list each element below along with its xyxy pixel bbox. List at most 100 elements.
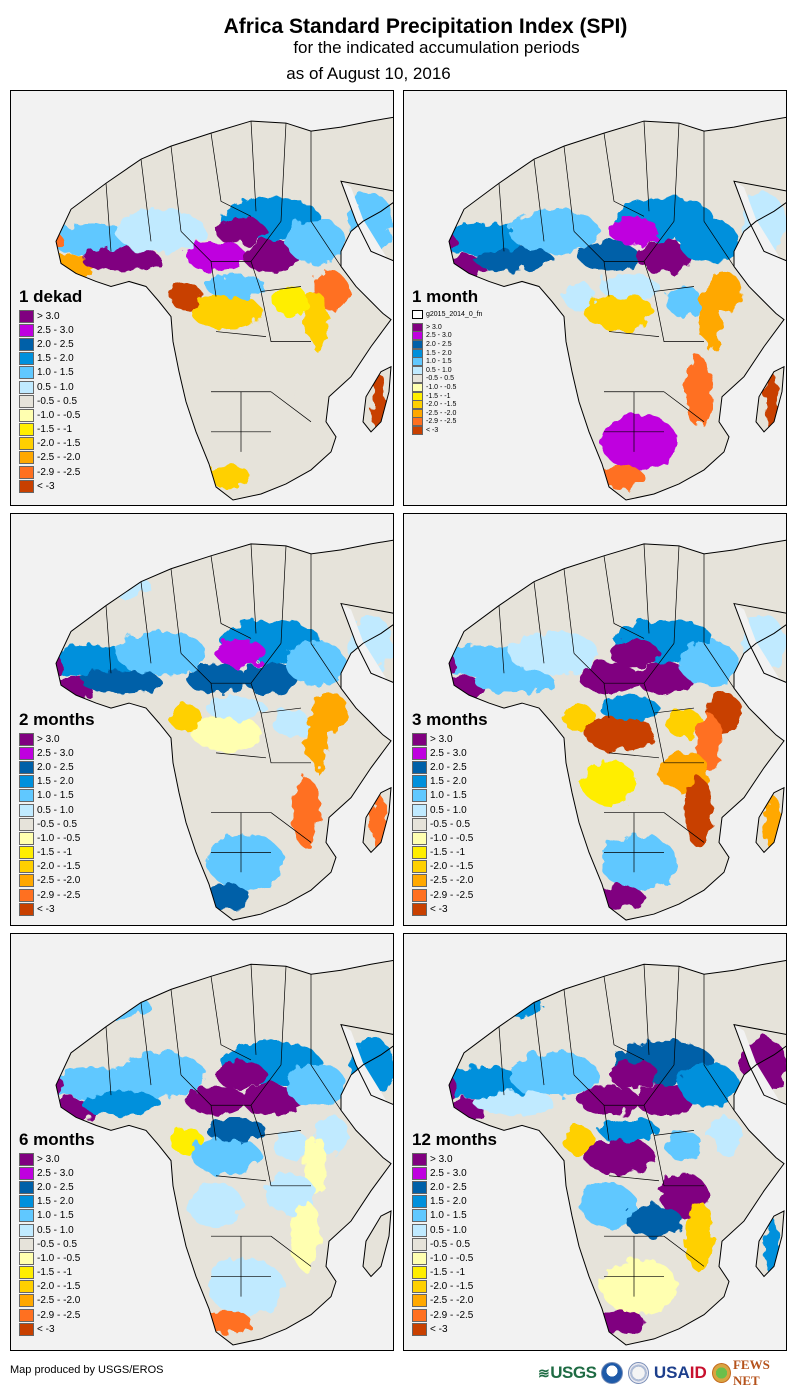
- spi-region-south-sudan: [243, 1084, 299, 1117]
- legend-swatch: [19, 732, 34, 746]
- legend-item: -0.5 - 0.5: [19, 1237, 95, 1251]
- country-borders: [498, 964, 735, 1297]
- spi-region-ethiopia: [286, 219, 346, 264]
- legend-item: 2.5 - 3.0: [19, 746, 95, 760]
- legend-label: -1.0 - -0.5: [426, 383, 457, 391]
- legend-label: < -3: [426, 426, 439, 434]
- country-borders: [105, 121, 342, 452]
- legend-label: -0.5 - 0.5: [37, 818, 78, 830]
- legend-item: -0.5 - 0.5: [412, 817, 488, 831]
- legend-label: -2.5 - -2.0: [37, 1295, 81, 1307]
- legend-label: -2.0 - -1.5: [37, 1281, 81, 1293]
- legend-label: -2.5 - -2.0: [426, 409, 457, 417]
- spi-region-congo-basin: [584, 1137, 654, 1174]
- legend-swatch: [19, 789, 34, 803]
- legend-item: -2.5 - -2.0: [412, 408, 482, 418]
- spi-region-sahel-central: [509, 209, 599, 254]
- legend-item: -2.9 - -2.5: [19, 465, 82, 479]
- madagascar-coastline: [362, 1210, 392, 1278]
- legend-label: -2.0 - -1.5: [37, 438, 81, 450]
- legend-label: -1.5 - -1: [37, 1267, 73, 1279]
- spi-region-congo-basin: [191, 1137, 261, 1174]
- legend-label: < -3: [430, 1323, 448, 1335]
- usaid-seal-icon: [627, 1362, 649, 1384]
- legend-swatch: [412, 391, 423, 401]
- legend-swatch: [412, 746, 427, 760]
- spi-region-west-africa-south: [81, 1091, 161, 1116]
- spi-region-ethiopia: [679, 1062, 739, 1108]
- panel-title: 3 months: [412, 710, 488, 729]
- spi-region-south-sudan: [636, 1084, 692, 1117]
- legend-item: 0.5 - 1.0: [19, 380, 82, 394]
- legend-label: 1.0 - 1.5: [37, 1210, 74, 1222]
- country-borders: [498, 543, 735, 873]
- legend-label: < -3: [430, 903, 448, 915]
- spi-region-south-coast: [594, 885, 644, 910]
- spi-region-ethiopia: [286, 641, 346, 686]
- legend-swatch: [19, 1322, 34, 1336]
- legend-label: 2.5 - 3.0: [37, 324, 74, 336]
- spi-region-drc-north: [599, 274, 659, 299]
- spi-region-angola: [188, 1183, 244, 1229]
- legend-item: 1.5 - 2.0: [19, 352, 82, 366]
- spi-region-uganda-kenya: [273, 708, 309, 738]
- legend-swatch: [412, 732, 427, 746]
- spi-region-mozambique: [685, 356, 713, 427]
- legend-label: -1.5 - -1: [426, 392, 451, 400]
- spi-region-ethiopia: [679, 641, 739, 686]
- spi-region-senegal-coast: [56, 1075, 63, 1096]
- legend-item: < -3: [412, 1322, 497, 1336]
- legend-swatch: [412, 789, 427, 803]
- legend-label: -1.0 - -0.5: [37, 832, 81, 844]
- spi-region-east-coast: [304, 713, 328, 773]
- legend-label: -2.9 - -2.5: [430, 1309, 474, 1321]
- legend-label: 2.5 - 3.0: [430, 1167, 467, 1179]
- spi-region-drc-north: [206, 696, 266, 721]
- legend-label: g2015_2014_0_fn: [426, 311, 483, 318]
- spi-region-maghreb: [71, 151, 151, 176]
- map-panel-1dekad: 1 dekad > 3.0 2.5 - 3.0 2.0 - 2.5 1.5 - 2.0 1…: [10, 90, 394, 506]
- spi-region-maghreb: [464, 573, 544, 598]
- legend-item: -2.9 - -2.5: [19, 1308, 95, 1322]
- legend-swatch: [19, 831, 34, 845]
- legend-swatch: [19, 323, 34, 337]
- legend-label: -2.0 - -1.5: [426, 401, 457, 409]
- spi-overlay: [56, 994, 393, 1334]
- madagascar-coastline: [755, 365, 785, 433]
- spi-region-south-sudan: [243, 240, 299, 273]
- spi-region-east-coast: [697, 713, 721, 773]
- legend-label: -2.0 - -1.5: [430, 1281, 474, 1293]
- legend-swatch: [412, 417, 423, 427]
- africa-map: [448, 960, 786, 1346]
- legend-item: -2.5 - -2.0: [19, 874, 95, 888]
- legend-item: < -3: [19, 1322, 95, 1336]
- legend-swatch: [412, 874, 427, 888]
- legend-item: < -3: [412, 425, 482, 435]
- legend-item: -1.5 - -1: [412, 1266, 497, 1280]
- legend-label: -2.9 - -2.5: [37, 466, 81, 478]
- spi-region-southern-africa: [601, 413, 677, 470]
- spi-region-maghreb: [464, 994, 544, 1019]
- legend-item: -2.9 - -2.5: [412, 417, 482, 427]
- panel-title: 6 months: [19, 1130, 95, 1149]
- legend-item: 2.0 - 2.5: [412, 1180, 497, 1194]
- legend-label: 1.0 - 1.5: [426, 358, 452, 366]
- spi-region-drc-north: [599, 1118, 659, 1143]
- legend-2months: 2 months > 3.0 2.5 - 3.0 2.0 - 2.5 1.5 - 2.0…: [19, 710, 95, 916]
- spi-region-senegal-coast: [56, 653, 63, 674]
- legend-swatch: [412, 902, 427, 916]
- legend-item: > 3.0: [412, 322, 482, 332]
- legend-swatch: [412, 1322, 427, 1336]
- legend-item: -2.9 - -2.5: [412, 888, 488, 902]
- legend-item: 1.0 - 1.5: [19, 366, 82, 380]
- spi-region-sahel-central: [116, 1052, 206, 1098]
- legend-item: 2.0 - 2.5: [19, 337, 82, 351]
- legend-item: -1.0 - -0.5: [412, 1251, 497, 1265]
- legend-swatch: [19, 352, 34, 366]
- legend-label: -1.5 - -1: [37, 424, 73, 436]
- spi-region-angola: [188, 339, 244, 384]
- arabia-coastline: [340, 1023, 393, 1105]
- date-line: as of August 10, 2016: [286, 64, 451, 83]
- legend-item: -2.9 - -2.5: [19, 888, 95, 902]
- legend-item: -0.5 - 0.5: [19, 394, 82, 408]
